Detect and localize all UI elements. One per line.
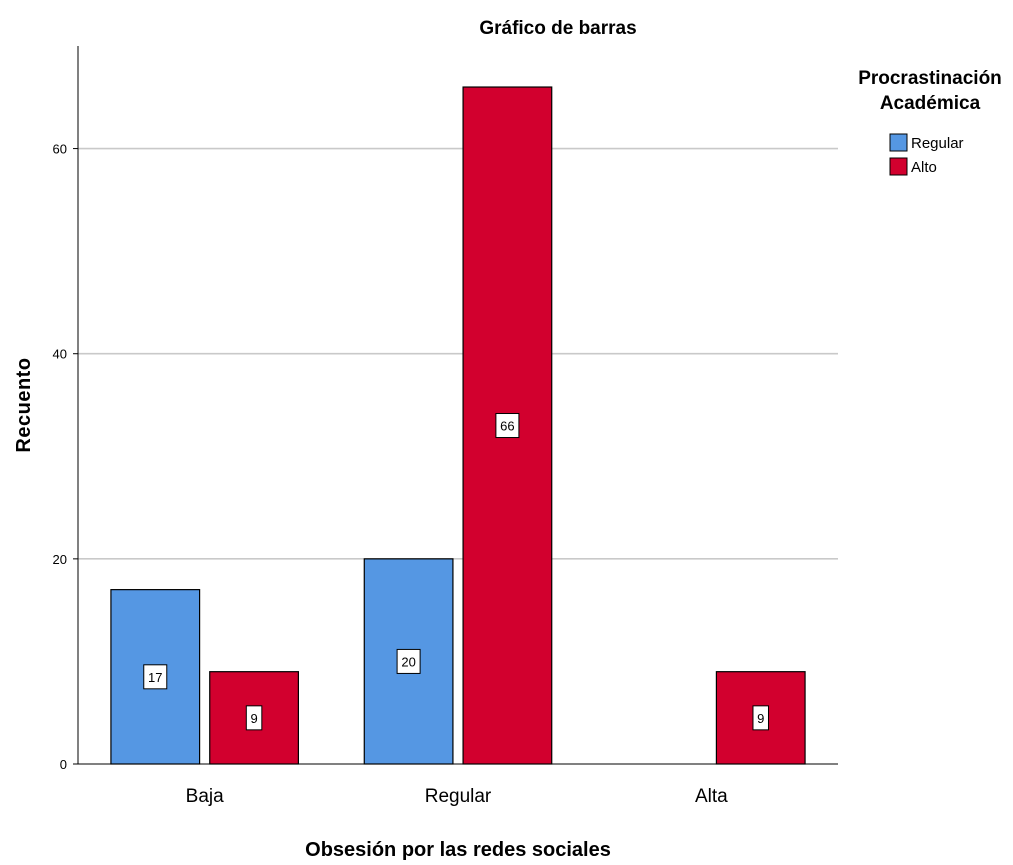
data-label-box <box>245 705 263 731</box>
data-label-box <box>396 648 421 674</box>
legend-swatch-alto <box>889 157 908 176</box>
y-axis-ticks: 0 20 40 60 <box>53 142 78 772</box>
y-tick-label: 20 <box>53 552 67 567</box>
data-label-box <box>752 705 769 731</box>
x-axis-label: Obsesión por las redes sociales <box>305 839 611 861</box>
data-label: 66 <box>500 419 514 434</box>
x-tick-label-baja: Baja <box>186 786 224 807</box>
data-label-box <box>143 664 168 690</box>
legend: Procrastinación Académica Regular Alto <box>858 68 1002 176</box>
bars: 17 9 20 66 9 <box>110 86 806 765</box>
bar-baja-regular <box>110 589 201 765</box>
legend-title-line-1: Procrastinación <box>858 68 1002 89</box>
data-label-box <box>495 413 520 439</box>
x-axis-categories: Baja Regular Alta <box>186 786 728 807</box>
legend-swatch-regular <box>889 133 908 152</box>
x-tick-label-alta: Alta <box>695 786 728 807</box>
grid-lines <box>78 147 838 560</box>
legend-title-line-2: Académica <box>880 93 981 114</box>
data-label: 9 <box>757 711 764 726</box>
data-label: 9 <box>250 711 257 726</box>
data-label: 17 <box>148 670 162 685</box>
data-label: 20 <box>401 654 415 669</box>
legend-label-regular: Regular <box>911 135 964 152</box>
y-tick-label: 60 <box>53 142 67 157</box>
chart-title: Gráfico de barras <box>479 18 636 39</box>
y-tick-label: 0 <box>60 757 67 772</box>
y-axis-label: Recuento <box>13 357 35 452</box>
legend-label-alto: Alto <box>911 159 937 176</box>
y-tick-label: 40 <box>53 347 67 362</box>
x-tick-label-regular: Regular <box>425 786 492 807</box>
